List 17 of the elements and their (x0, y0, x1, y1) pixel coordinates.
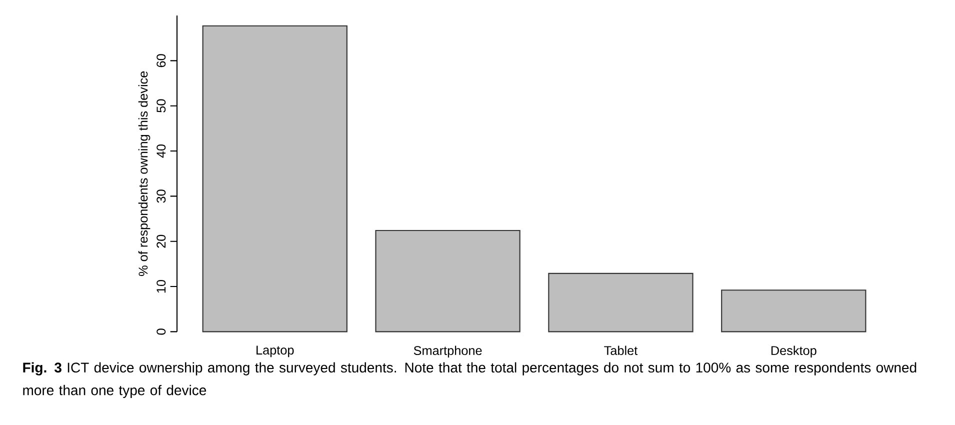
x-tick-label: Tablet (604, 346, 638, 356)
y-tick-label: 0 (156, 328, 166, 335)
bar (202, 25, 348, 332)
bar (548, 272, 694, 332)
y-tick-label: 50 (156, 99, 166, 112)
y-tick-label: 20 (156, 234, 166, 248)
text: Fig. 3 ICT device ownership among the surveyed students. Note that the total percentages do not sum to 100% as some respondents owned more than one type of device (23, 362, 916, 398)
y-tick-label: 40 (156, 144, 166, 158)
y-axis-title: % of respondents owning this device (138, 71, 150, 276)
y-tick-label: 30 (156, 190, 166, 203)
x-tick-label: Laptop (256, 346, 294, 358)
y-tick-label: 10 (156, 280, 166, 293)
x-tick-label: Smartphone (414, 346, 482, 358)
x-tick-label: Desktop (771, 346, 816, 358)
y-tick-label: 60 (156, 54, 166, 68)
bar (721, 290, 866, 332)
bar (375, 230, 520, 332)
